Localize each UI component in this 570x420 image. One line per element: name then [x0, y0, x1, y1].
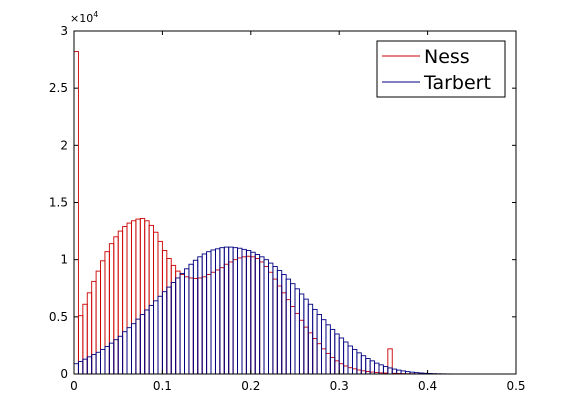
y-tick-label: 3 [60, 24, 68, 38]
x-tick-label: 0.1 [153, 379, 172, 393]
y-axis: 0 0.5 1 1.5 2 2.5 3 [49, 24, 516, 381]
x-tick-label: 0.3 [330, 379, 349, 393]
x-axis: 0 0.1 0.2 0.3 0.4 0.5 [70, 31, 526, 393]
y-tick-label: 0.5 [49, 310, 68, 324]
y-tick-label: 2.5 [49, 81, 68, 95]
legend-box [376, 40, 506, 98]
y-tick-label: 2 [60, 138, 68, 152]
x-tick-label: 0.4 [418, 379, 437, 393]
legend: Ness Tarbert [376, 40, 506, 98]
x-tick-label: 0.5 [506, 379, 525, 393]
y-tick-label: 0 [60, 367, 68, 381]
y-exponent-label: ×104 [70, 10, 98, 25]
y-tick-label: 1.5 [49, 196, 68, 210]
y-tick-label: 1 [60, 253, 68, 267]
legend-label-tarbert: Tarbert [423, 72, 491, 94]
x-tick-label: 0.2 [241, 379, 260, 393]
x-tick-label: 0 [70, 379, 78, 393]
legend-label-ness: Ness [424, 46, 470, 68]
